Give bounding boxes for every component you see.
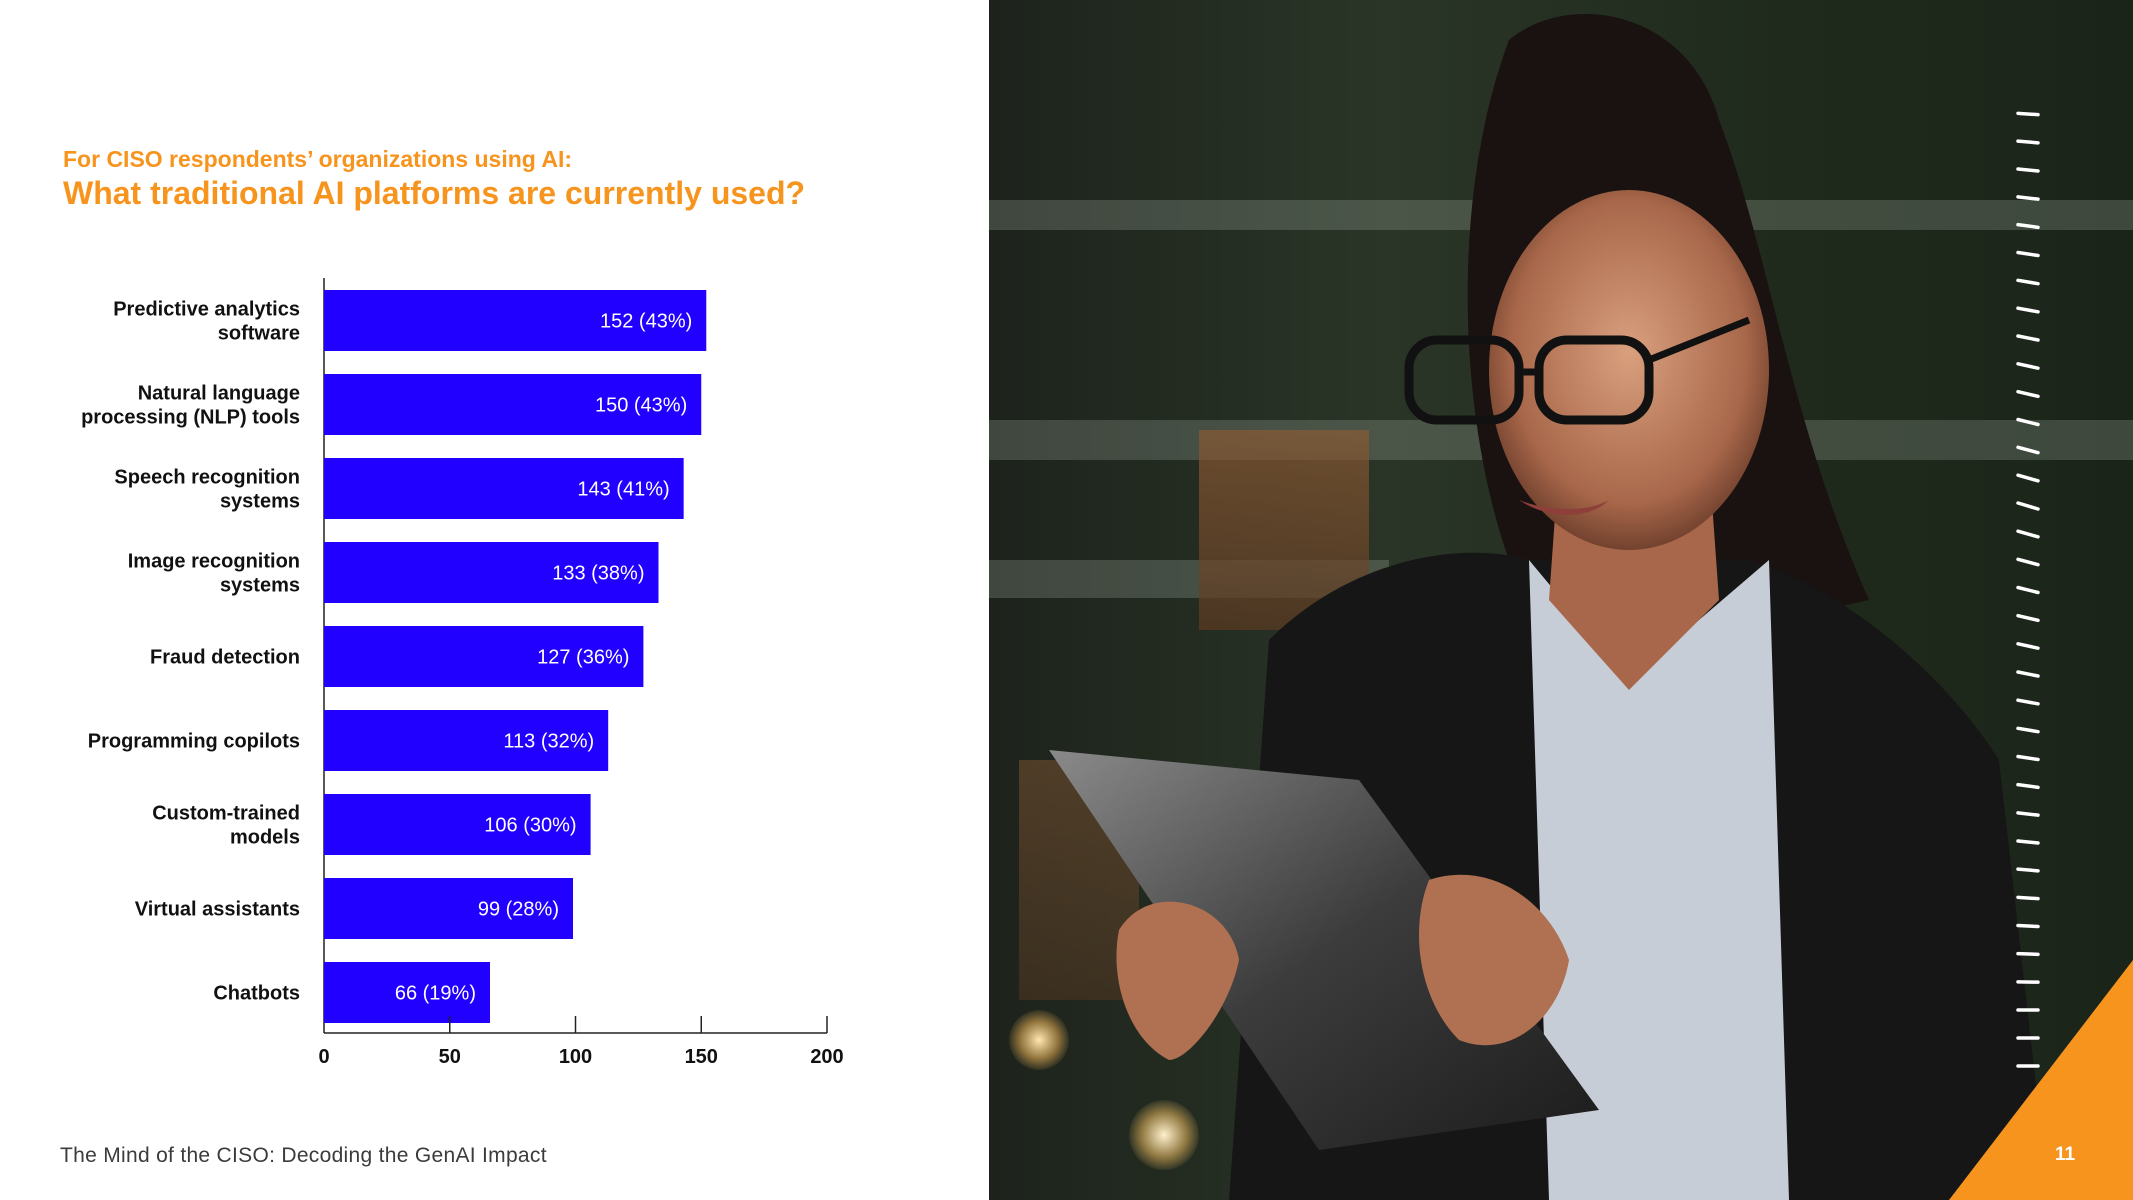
- tick-mark: [2016, 923, 2040, 929]
- tick-mark: [2016, 111, 2040, 117]
- footer-text: The Mind of the CISO: Decoding the GenAI…: [60, 1144, 547, 1167]
- bar-data-label: 150 (43%): [595, 395, 687, 417]
- tick-mark: [2016, 139, 2040, 145]
- tick-mark: [2016, 726, 2040, 734]
- bar: [324, 710, 609, 771]
- bar-data-label: 143 (41%): [577, 479, 669, 501]
- bokeh-light: [1009, 1010, 1069, 1070]
- bar: [324, 878, 573, 939]
- category-label: models: [230, 827, 300, 849]
- bar: [324, 626, 644, 687]
- category-label: software: [218, 323, 300, 345]
- category-label: Custom-trained: [152, 803, 300, 825]
- tick-mark: [2016, 334, 2040, 342]
- bar: [324, 794, 591, 855]
- bokeh-light: [1129, 1100, 1199, 1170]
- tick-mark: [2016, 529, 2040, 539]
- tick-mark: [2016, 501, 2040, 511]
- bar-data-label: 127 (36%): [537, 647, 629, 669]
- tick-mark: [2016, 613, 2040, 623]
- category-label: systems: [220, 491, 300, 513]
- bar-data-label: 133 (38%): [552, 563, 644, 585]
- tick-mark: [2016, 754, 2040, 762]
- category-label: systems: [220, 575, 300, 597]
- category-label: Speech recognition: [114, 467, 300, 489]
- category-label: Programming copilots: [88, 731, 300, 753]
- tick-mark: [2016, 698, 2040, 706]
- category-label: Predictive analytics: [113, 299, 300, 321]
- bar: [324, 962, 490, 1023]
- tick-mark: [2016, 839, 2040, 845]
- tick-mark: [2016, 445, 2040, 455]
- bar-data-label: 152 (43%): [600, 311, 692, 333]
- bar-data-label: 99 (28%): [478, 899, 559, 921]
- chart-subtitle: For CISO respondents’ organizations usin…: [63, 146, 573, 172]
- bar: [324, 542, 659, 603]
- tick-mark: [2016, 951, 2040, 957]
- tick-mark: [2016, 222, 2040, 230]
- x-tick-label: 100: [559, 1046, 592, 1068]
- tick-mark: [2016, 306, 2040, 314]
- woman-figure: [1049, 14, 2049, 1200]
- category-label: Image recognition: [128, 551, 300, 573]
- page-number: 11: [2054, 1144, 2076, 1165]
- tick-mark: [2016, 670, 2040, 678]
- x-tick-label: 0: [318, 1046, 329, 1068]
- category-label: Natural language: [138, 383, 300, 405]
- tick-mark: [2016, 642, 2040, 650]
- category-label: Chatbots: [213, 983, 300, 1005]
- tick-mark: [2016, 811, 2040, 817]
- bar-data-label: 106 (30%): [484, 815, 576, 837]
- chart-panel: For CISO respondents’ organizations usin…: [0, 0, 989, 1200]
- corner-accent: [1949, 960, 2133, 1200]
- tick-mark: [2016, 167, 2040, 173]
- tick-mark: [2016, 557, 2040, 567]
- bar: [324, 290, 707, 351]
- tick-mark: [2016, 250, 2040, 258]
- bar: [324, 374, 702, 435]
- tick-mark: [2016, 782, 2040, 790]
- tick-mark: [2016, 895, 2040, 901]
- tick-mark: [2016, 473, 2040, 483]
- bar-data-label: 66 (19%): [395, 983, 476, 1005]
- woman-with-tablet-photo: 11: [989, 0, 2133, 1200]
- tick-mark: [2016, 389, 2040, 399]
- tick-mark: [2016, 867, 2040, 873]
- tick-mark: [2016, 195, 2040, 201]
- category-label: processing (NLP) tools: [81, 407, 300, 429]
- x-tick-label: 150: [685, 1046, 718, 1068]
- x-tick-label: 200: [810, 1046, 843, 1068]
- tick-mark: [2016, 362, 2040, 370]
- chart-title: What traditional AI platforms are curren…: [63, 175, 806, 211]
- tick-mark: [2016, 278, 2040, 286]
- tick-mark: [2016, 417, 2040, 427]
- bar: [324, 458, 684, 519]
- category-label: Virtual assistants: [135, 899, 300, 921]
- tick-mark: [2016, 585, 2040, 595]
- bar-data-label: 113 (32%): [503, 731, 594, 753]
- category-label: Fraud detection: [150, 647, 300, 669]
- x-tick-label: 50: [439, 1046, 461, 1068]
